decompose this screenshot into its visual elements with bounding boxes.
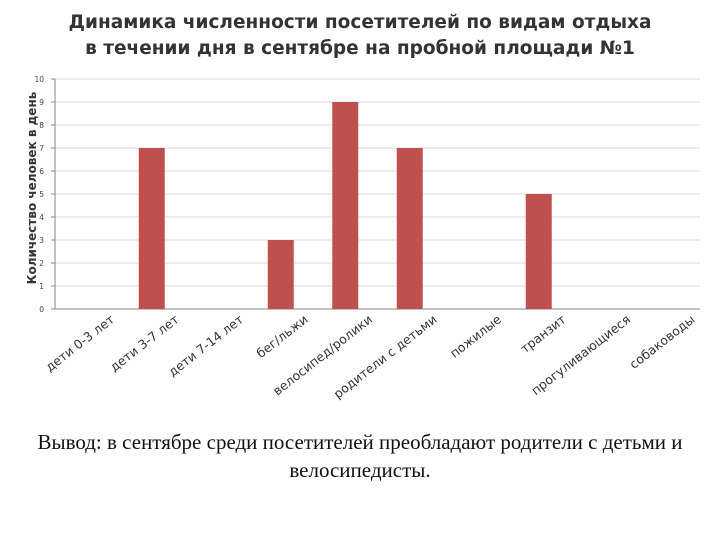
x-tick-label: транзит	[518, 312, 569, 357]
bar	[267, 240, 294, 309]
x-tick-label: пожилые	[447, 311, 504, 360]
bars	[138, 102, 552, 309]
y-tick-labels: 0 1 2 3 4 5 6 7 8 9 10	[34, 75, 44, 314]
chart-title: Динамика численности посетителей по вида…	[40, 10, 680, 62]
chart-title-line-1: Динамика численности посетителей по вида…	[68, 12, 652, 33]
y-tick-label: 1	[39, 282, 44, 291]
bar	[332, 102, 359, 309]
y-axis-label: Количество человек в день	[25, 91, 39, 284]
y-tick-label: 6	[39, 167, 44, 176]
x-tick-label: бег/льжи	[253, 312, 310, 361]
x-tick-label: родители с детьми	[330, 312, 439, 402]
y-tick-label: 10	[34, 75, 44, 84]
y-tick-label: 5	[39, 190, 44, 199]
y-tick-label: 0	[39, 305, 44, 314]
y-tick-label: 7	[39, 144, 44, 153]
x-tick-label: дети 0-3 лет	[42, 312, 117, 375]
y-tick-label: 3	[39, 236, 44, 245]
conclusion-text: Вывод: в сентябре среди посетителей прео…	[37, 430, 683, 482]
bar	[525, 194, 552, 309]
y-tick-label: 8	[39, 121, 44, 130]
bar	[138, 148, 165, 309]
chart-title-line-2: в течении дня в сентябре на пробной площ…	[85, 38, 635, 59]
bar	[396, 148, 423, 309]
x-tick-label: собаководы	[626, 312, 697, 372]
y-tick-label: 9	[39, 98, 44, 107]
y-tick-label: 2	[39, 259, 44, 268]
y-tick-label: 4	[39, 213, 44, 222]
